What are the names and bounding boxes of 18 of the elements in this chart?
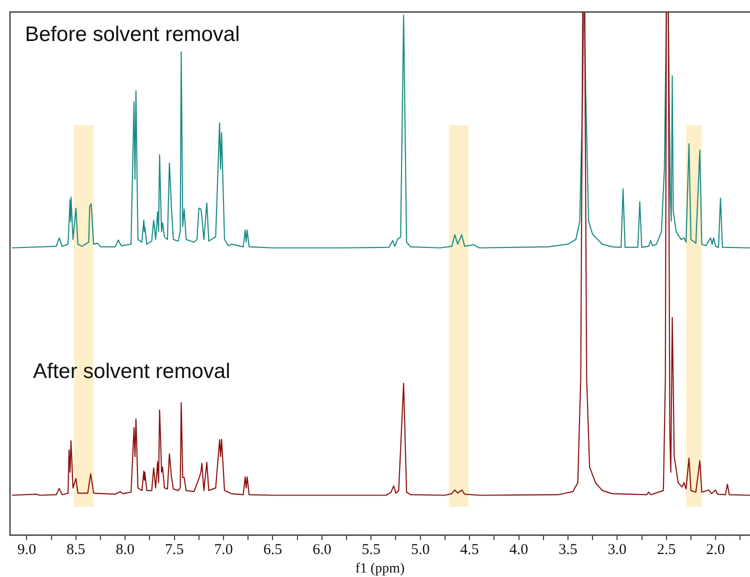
x-tick-label: 6.5 [263, 542, 282, 558]
x-tick-label: 4.5 [460, 542, 479, 558]
x-tick-label: 4.0 [509, 542, 528, 558]
x-tick-label: 3.0 [608, 542, 627, 558]
text: After solvent removal [33, 360, 230, 383]
x-tick-label: 8.0 [116, 542, 135, 558]
text: Before solvent removal [25, 22, 240, 46]
x-tick-label: 3.5 [558, 542, 578, 558]
x-tick-label: 7.5 [164, 542, 184, 558]
x-tick-label: 2.5 [656, 542, 676, 558]
x-tick-label: 5.0 [410, 542, 430, 558]
x-tick-label: 2.0 [706, 542, 725, 558]
x-tick-label: 9.0 [17, 542, 36, 558]
x-tick-label: 5.5 [362, 542, 381, 558]
x-tick-label: 8.5 [66, 542, 86, 558]
x-tick-label: 7.0 [214, 542, 233, 558]
x-axis-title: f1 (ppm) [355, 561, 406, 576]
x-tick-label: 6.0 [312, 542, 332, 558]
